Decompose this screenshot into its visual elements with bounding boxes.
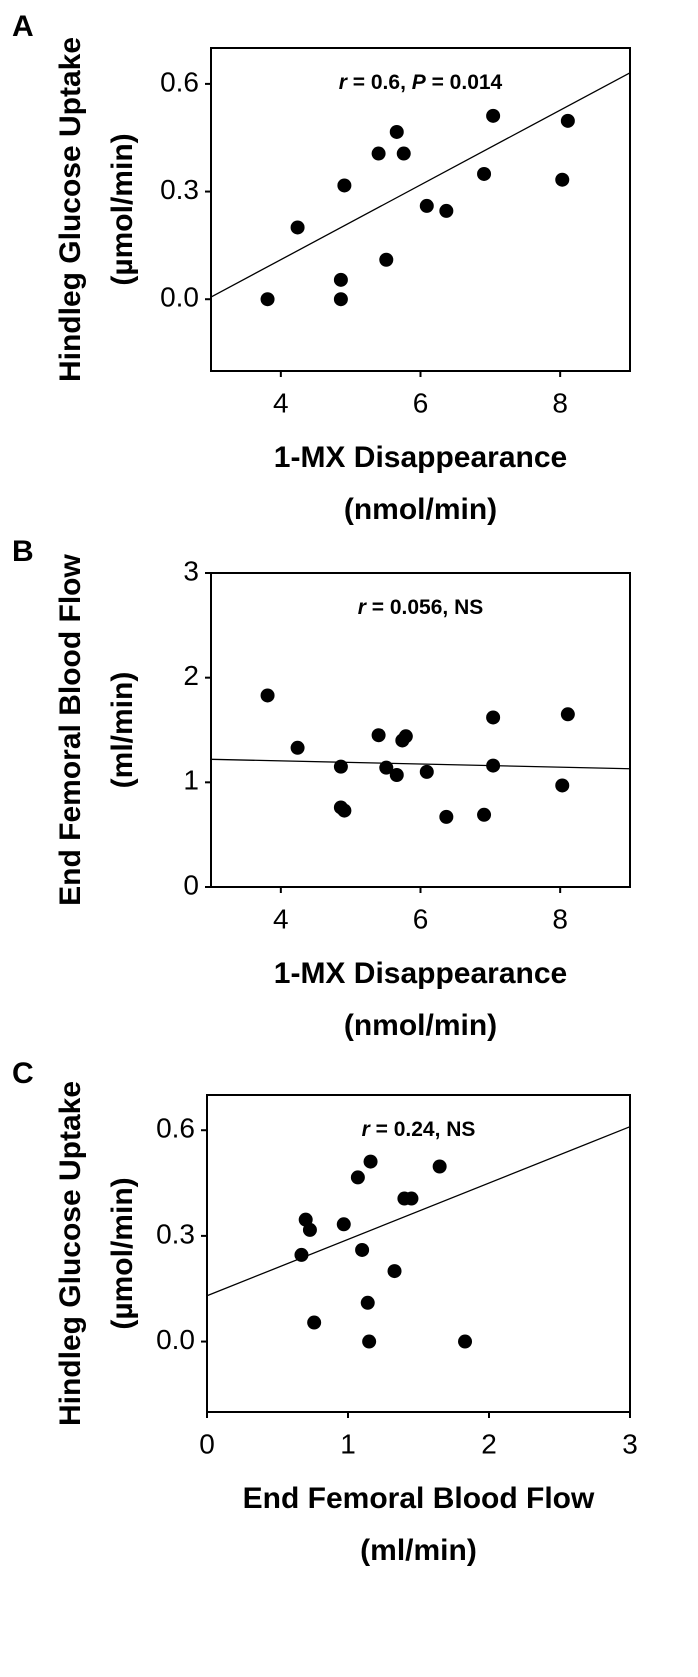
annotation: r = 0.24, NS: [362, 1118, 476, 1141]
fit-line: [210, 758, 631, 770]
y-tick-label: 0: [183, 869, 199, 900]
point: [362, 1334, 377, 1349]
plot-frame: [210, 47, 631, 372]
y-axis-title: (µmol/min): [106, 1177, 139, 1329]
plot-frame: [206, 1094, 631, 1413]
annotation-part: = 0.24, NS: [370, 1118, 476, 1141]
point: [398, 729, 413, 744]
point: [486, 710, 501, 725]
point: [477, 166, 492, 181]
y-tick-label: 2: [183, 660, 199, 691]
y-tick-label: 0.3: [156, 1218, 195, 1249]
y-axis-title: (µmol/min): [106, 133, 139, 285]
annotation: r = 0.6, P = 0.014: [339, 71, 503, 94]
point: [560, 707, 575, 722]
point: [439, 203, 454, 218]
point: [486, 758, 501, 773]
point: [458, 1334, 473, 1349]
y-tick-label: 1: [183, 765, 199, 796]
fit-line: [210, 72, 631, 298]
y-tick-label: 0.3: [160, 174, 199, 205]
point: [337, 178, 352, 193]
x-axis-title: (ml/min): [360, 1534, 477, 1567]
x-tick-label: 1: [340, 1428, 356, 1459]
point: [260, 292, 275, 307]
point: [379, 760, 394, 775]
x-axis-title: (nmol/min): [344, 1009, 497, 1042]
point: [363, 1154, 378, 1169]
x-tick-label: 6: [413, 903, 429, 934]
point: [486, 108, 501, 123]
annotation-part: = 0.6,: [347, 71, 412, 94]
y-axis-title: Hindleg Glucose Uptake: [54, 1081, 87, 1426]
point: [355, 1242, 370, 1257]
point: [260, 688, 275, 703]
x-axis-title: 1-MX Disappearance: [274, 441, 567, 474]
point: [555, 172, 570, 187]
point: [419, 198, 434, 213]
point: [350, 1170, 365, 1185]
point: [404, 1191, 419, 1206]
point: [333, 759, 348, 774]
annotation-part: = 0.056, NS: [366, 596, 483, 619]
point: [396, 146, 411, 161]
y-tick-label: 0.0: [160, 282, 199, 313]
y-tick-label: 0.0: [156, 1324, 195, 1355]
x-tick-label: 8: [552, 387, 568, 418]
point: [290, 220, 305, 235]
panel-label: A: [12, 10, 34, 43]
point: [387, 1264, 402, 1279]
annotation-part: r: [358, 596, 368, 619]
x-tick-label: 0: [199, 1428, 215, 1459]
point: [439, 809, 454, 824]
point: [333, 292, 348, 307]
point: [337, 803, 352, 818]
annotation-part: r: [362, 1118, 372, 1141]
y-tick-label: 3: [183, 555, 199, 586]
point: [477, 807, 492, 822]
y-axis-title: End Femoral Blood Flow: [54, 554, 87, 906]
point: [419, 764, 434, 779]
point: [371, 146, 386, 161]
annotation: r = 0.056, NS: [358, 596, 484, 619]
point: [389, 768, 404, 783]
panel-label: B: [12, 535, 34, 568]
fit-line: [206, 1126, 631, 1297]
x-axis-title: (nmol/min): [344, 493, 497, 526]
point: [336, 1217, 351, 1232]
point: [555, 778, 570, 793]
annotation-part: = 0.014: [426, 71, 503, 94]
y-axis-title: Hindleg Glucose Uptake: [54, 37, 87, 382]
point: [290, 740, 305, 755]
point: [560, 113, 575, 128]
point: [371, 728, 386, 743]
point: [294, 1247, 309, 1262]
x-tick-label: 3: [622, 1428, 638, 1459]
panel-label: C: [12, 1057, 34, 1090]
plot-frame: [210, 572, 631, 888]
x-axis-title: End Femoral Blood Flow: [243, 1482, 595, 1515]
y-tick-label: 0.6: [156, 1113, 195, 1144]
y-axis-title: (ml/min): [106, 672, 139, 789]
point: [379, 252, 394, 267]
x-axis-title: 1-MX Disappearance: [274, 957, 567, 990]
x-tick-label: 8: [552, 903, 568, 934]
x-tick-label: 2: [481, 1428, 497, 1459]
x-tick-label: 6: [413, 387, 429, 418]
point: [432, 1159, 447, 1174]
annotation-part: P: [412, 71, 427, 94]
point: [307, 1315, 322, 1330]
y-tick-label: 0.6: [160, 66, 199, 97]
point: [389, 124, 404, 139]
point: [360, 1295, 375, 1310]
x-tick-label: 4: [273, 387, 289, 418]
point: [333, 272, 348, 287]
x-tick-label: 4: [273, 903, 289, 934]
annotation-part: r: [339, 71, 349, 94]
point: [302, 1222, 317, 1237]
